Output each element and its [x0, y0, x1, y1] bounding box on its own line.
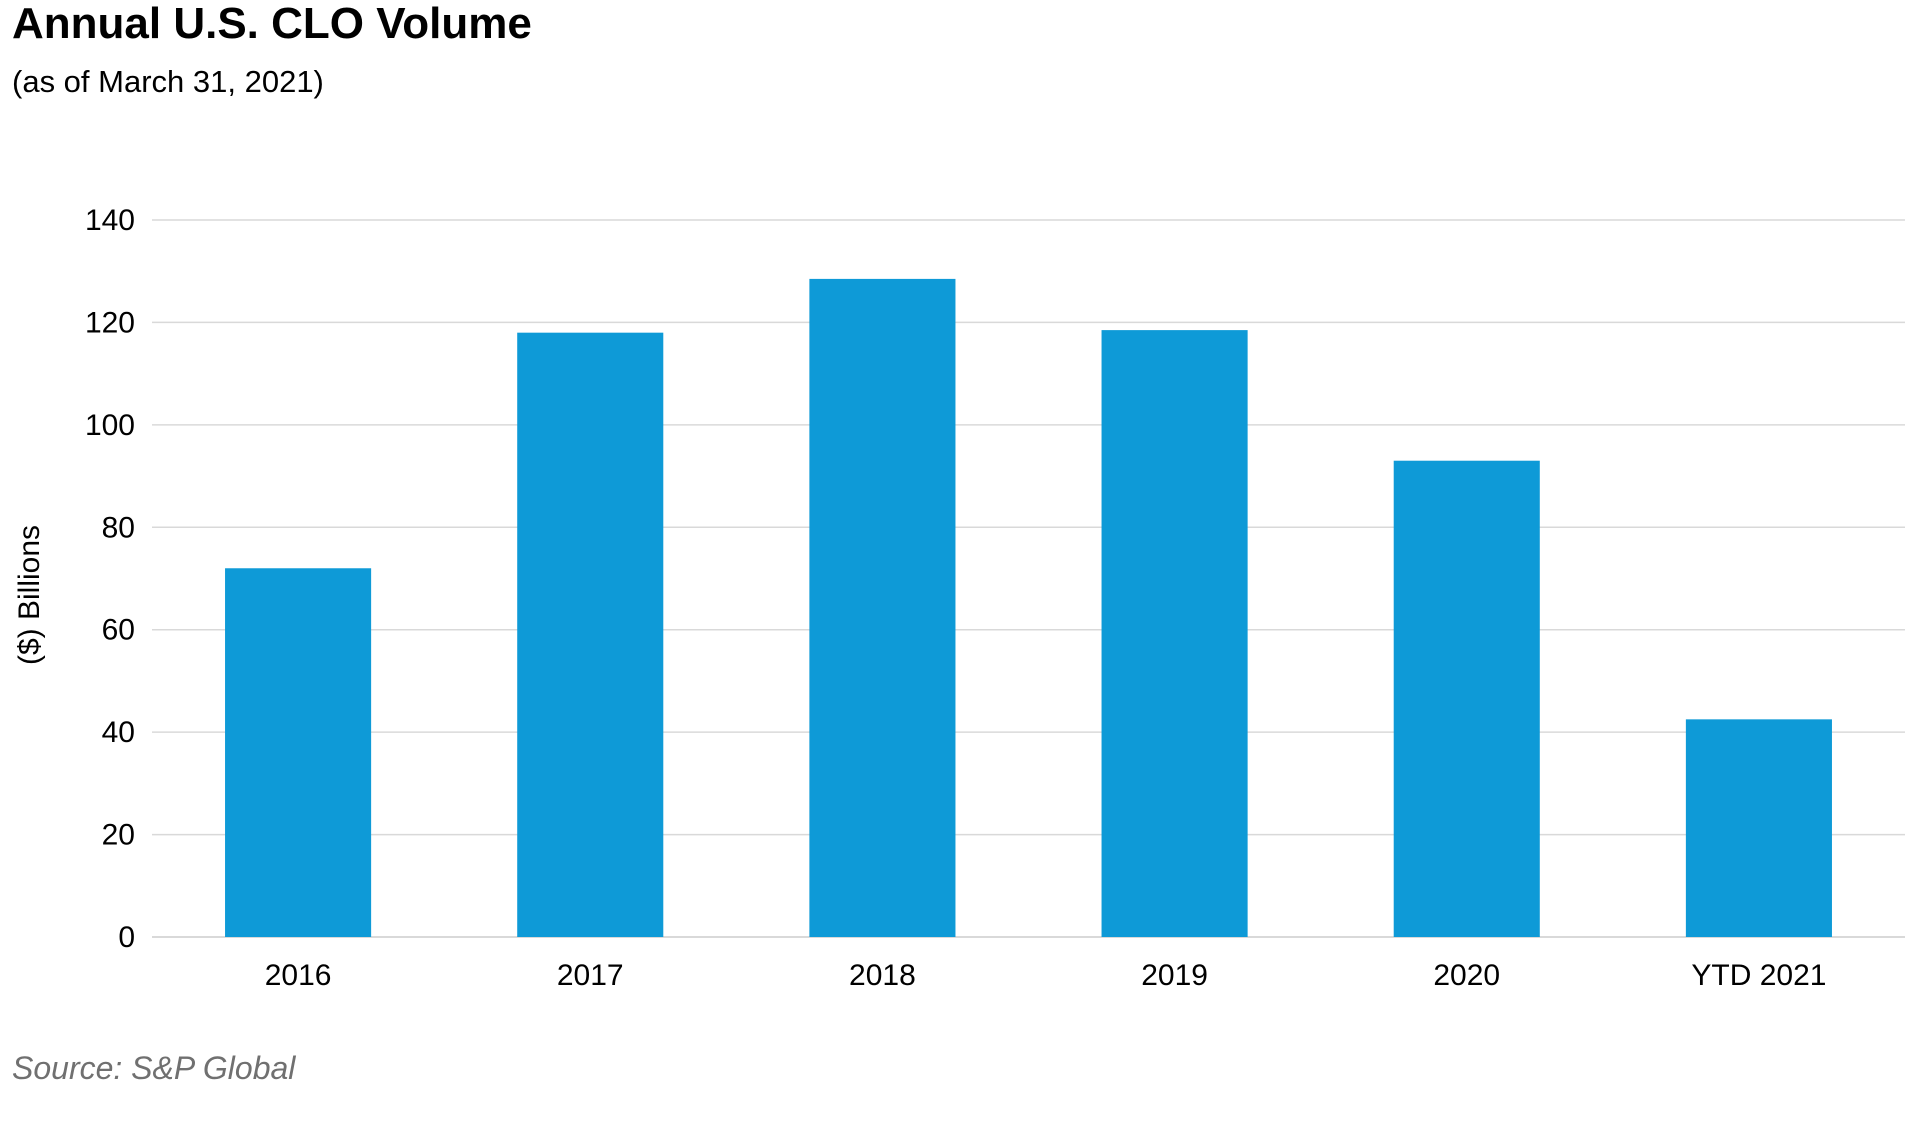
bar-2019 [1101, 330, 1248, 937]
x-tick-label: 2019 [1141, 959, 1208, 992]
y-tick-label: 0 [118, 921, 135, 954]
bar-ytd-2021 [1685, 719, 1832, 937]
bar-2018 [809, 278, 956, 937]
chart-title: Annual U.S. CLO Volume [12, 0, 532, 48]
y-tick-label: 100 [85, 409, 135, 442]
y-tick-label: 120 [85, 306, 135, 339]
x-tick-label: YTD 2021 [1691, 959, 1826, 992]
chart-subtitle: (as of March 31, 2021) [12, 64, 324, 99]
x-tick-label: 2016 [265, 959, 332, 992]
x-tick-label: 2018 [849, 959, 916, 992]
source-note: Source: S&P Global [12, 1050, 296, 1086]
x-tick-label: 2017 [557, 959, 624, 992]
y-axis-ticks: 0 20 40 60 80 100 120 140 [85, 204, 135, 954]
bar-2017 [517, 332, 664, 938]
y-tick-label: 40 [102, 716, 135, 749]
x-axis-ticks: 2016 2017 2018 2019 2020 YTD 2021 [265, 959, 1827, 992]
y-tick-label: 80 [102, 511, 135, 544]
x-tick-label: 2020 [1433, 959, 1500, 992]
bar-2020 [1393, 460, 1540, 937]
bars [225, 278, 1832, 938]
y-tick-label: 20 [102, 819, 135, 852]
y-axis-label: ($) Billions [13, 525, 46, 665]
bar-2016 [225, 568, 372, 937]
y-tick-label: 60 [102, 614, 135, 647]
y-tick-label: 140 [85, 204, 135, 237]
gridlines [152, 219, 1905, 938]
